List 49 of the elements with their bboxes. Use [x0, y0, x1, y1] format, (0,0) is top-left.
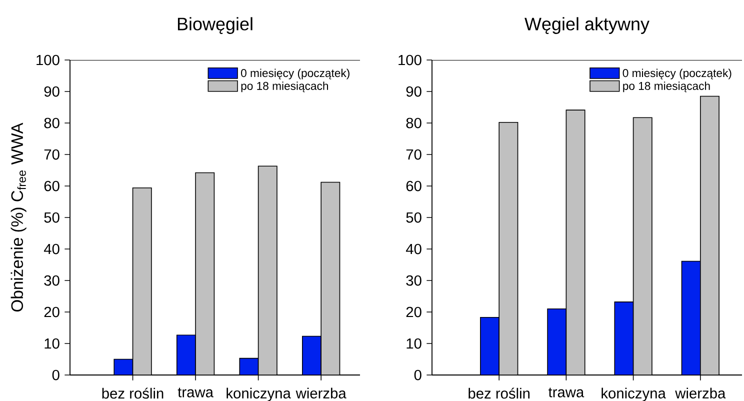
x-tick-label: bez roślin — [468, 388, 530, 399]
y-tick-label: 50 — [44, 212, 60, 223]
y-tick-label: 30 — [44, 275, 60, 286]
bar — [258, 166, 278, 375]
y-tick-label: 60 — [44, 180, 60, 192]
y-tick-label: 90 — [44, 86, 60, 97]
bar — [547, 308, 567, 375]
bar — [176, 334, 196, 375]
y-tick-label: 100 — [36, 54, 60, 66]
y-tick-label: 10 — [406, 338, 422, 349]
bar — [302, 336, 322, 375]
y-tick-label: 80 — [44, 118, 60, 128]
bar — [132, 187, 152, 375]
bar — [239, 358, 259, 375]
x-tick-label: koniczyna — [602, 388, 666, 401]
y-tick-label: 20 — [44, 306, 60, 318]
bar — [320, 182, 340, 375]
legend-label: 0 miesięcy (początek) — [241, 68, 350, 80]
x-tick-label: wierzba — [296, 388, 346, 398]
chart-title: Biowęgiel — [178, 17, 252, 34]
y-axis-title: Obniżenie (%) C$_{free}$ WWA — [10, 122, 26, 312]
y-tick-label: 50 — [406, 212, 422, 223]
y-tick-label: 0 — [414, 370, 422, 380]
y-tick-label: 80 — [406, 118, 422, 128]
y-tick-label: 30 — [406, 275, 422, 286]
y-tick-label: 0 — [52, 370, 60, 380]
bar — [614, 302, 634, 375]
legend-label: po 18 miesiącach — [623, 82, 710, 92]
x-tick-label: trawa — [178, 388, 214, 398]
x-tick-label: bez roślin — [102, 388, 164, 399]
legend-label: po 18 miesiącach — [241, 82, 328, 92]
y-tick-label: 60 — [406, 180, 422, 192]
bar — [681, 260, 701, 375]
y-tick-label: 100 — [398, 54, 422, 66]
y-tick-label: 20 — [406, 306, 422, 318]
chart-title: Węgiel aktywny — [524, 17, 650, 34]
x-tick-label: trawa — [548, 388, 584, 398]
bar — [195, 172, 215, 375]
legend-label: 0 miesięcy (początek) — [622, 68, 732, 80]
bar — [114, 358, 134, 375]
y-tick-label: 90 — [406, 86, 422, 97]
x-tick-label: koniczyna — [226, 388, 291, 401]
x-tick-label: wierzba — [675, 388, 726, 398]
bar — [480, 316, 500, 375]
y-tick-label: 40 — [44, 244, 60, 254]
y-tick-label: 70 — [406, 149, 422, 160]
y-tick-label: 10 — [44, 338, 60, 349]
y-tick-label: 70 — [44, 149, 60, 160]
y-tick-label: 40 — [406, 244, 422, 254]
